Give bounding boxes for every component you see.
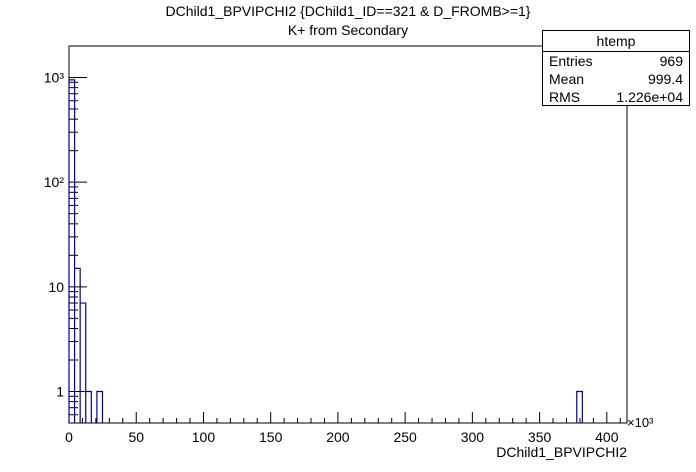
entries-value: 969 [659, 53, 683, 69]
x-axis-title: DChild1_BPVIPCHI2 [496, 444, 627, 460]
chart-title: DChild1_BPVIPCHI2 {DChild1_ID==321 & D_F… [165, 3, 531, 19]
stats-row-entries: Entries 969 [543, 52, 689, 70]
stats-box-title: htemp [543, 31, 689, 52]
mean-value: 999.4 [647, 71, 683, 87]
x-axis: 0 50 100 150 200 250 300 350 400 [65, 412, 621, 445]
entries-label: Entries [549, 53, 593, 69]
x-tick-label: 200 [326, 429, 350, 445]
y-tick-label: 10³ [44, 70, 65, 86]
rms-label: RMS [549, 89, 581, 105]
y-tick-label: 10 [48, 279, 64, 295]
stats-row-rms: RMS 1.226e+04 [543, 88, 689, 106]
x-tick-label: 100 [192, 429, 216, 445]
mean-label: Mean [549, 71, 585, 87]
x-tick-label: 400 [595, 429, 619, 445]
x-tick-label: 300 [461, 429, 485, 445]
x-tick-label: 250 [393, 429, 417, 445]
stats-box: htemp Entries 969 Mean 999.4 RMS 1.226e+… [542, 30, 690, 106]
x-tick-label: 50 [128, 429, 144, 445]
histogram-bin [80, 303, 86, 423]
x-tick-label: 350 [528, 429, 552, 445]
histogram-outline [68, 79, 583, 423]
y-tick-label: 10² [44, 174, 65, 190]
x-tick-label: 0 [65, 429, 73, 445]
stats-row-mean: Mean 999.4 [543, 70, 689, 88]
x-tick-label: 150 [259, 429, 283, 445]
histogram-bin [97, 391, 103, 423]
histogram-bin [69, 80, 75, 423]
x-multiplier-label: ×10³ [627, 415, 654, 430]
y-tick-label: 1 [56, 383, 64, 399]
histogram-bin [86, 391, 92, 423]
y-axis: 1 10 10² 10³ [44, 45, 87, 424]
chart-subtitle: K+ from Secondary [287, 22, 409, 38]
rms-value: 1.226e+04 [616, 89, 683, 105]
